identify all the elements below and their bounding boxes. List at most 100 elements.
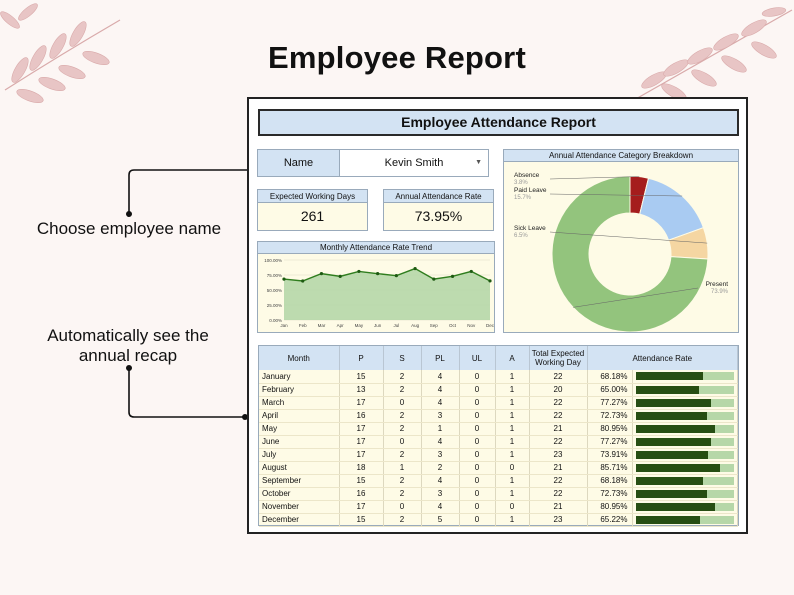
month-cell: October [259,487,340,501]
attendance-rate-cell: 77.27% [587,435,633,449]
column-header: Total Expected Working Day [529,346,588,370]
attendance-rate-cell: 72.73% [587,487,633,501]
table-cell: 16 [339,487,384,501]
table-cell: 13 [339,383,384,397]
slice-percent-label: 6.5% [514,233,528,239]
table-cell: 0 [383,396,422,410]
annual-attendance-rate-label: Annual Attendance Rate [384,190,493,203]
x-tick-label: Sep [430,323,439,328]
table-cell: 17 [339,396,384,410]
attendance-rate-cell: 80.95% [587,422,633,436]
chevron-down-icon[interactable]: ▼ [475,159,482,166]
trend-point [413,266,417,271]
table-cell: 1 [495,435,530,449]
table-cell: 0 [459,383,496,397]
table-cell: 22 [529,370,588,384]
attendance-rate-bar-fill [635,411,708,420]
month-cell: May [259,422,340,436]
x-tick-label: Jan [280,323,288,328]
slice-leader-line [549,231,708,244]
table-cell: 4 [421,474,460,488]
y-tick-label: 50.00% [267,288,282,293]
attendance-rate-bar-track [635,476,734,485]
attendance-rate-bar-fill [635,502,716,511]
attendance-rate-cell: 65.00% [587,383,633,397]
month-cell: April [259,409,340,423]
expected-working-days-card: Expected Working Days 261 [257,189,368,231]
trend-point [338,274,342,278]
annual-attendance-rate-card: Annual Attendance Rate 73.95% [383,189,494,231]
name-label: Name [258,150,340,176]
table-cell: 4 [421,370,460,384]
table-cell: 1 [495,448,530,462]
table-row: January 15 2 4 0 1 22 68.18% [259,370,738,384]
table-cell: 18 [339,461,384,475]
table-cell: 2 [383,409,422,423]
trend-chart: 100.00% 75.00% 50.00% 25.00% 0.00%Jan Feb Mar A… [264,258,494,328]
table-cell: 2 [383,370,422,384]
table-cell: 22 [529,487,588,501]
slice-percent-label: 15.7% [514,195,532,201]
table-cell: 2 [383,383,422,397]
x-tick-label: Jul [393,323,399,328]
attendance-rate-bar-cell [632,487,738,501]
table-cell: 2 [383,422,422,436]
trend-point [488,279,492,283]
x-tick-label: Oct [449,323,457,328]
table-cell: 2 [383,487,422,501]
table-cell: 1 [495,513,530,527]
y-tick-label: 25.00% [267,303,282,308]
table-cell: 20 [529,383,588,397]
attendance-rate-bar-cell [632,435,738,449]
table-cell: 22 [529,474,588,488]
x-tick-label: Nov [467,323,476,328]
table-cell: 22 [529,396,588,410]
table-row: October 16 2 3 0 1 22 72.73% [259,487,738,501]
column-header: UL [459,346,496,370]
attendance-rate-bar-fill [635,437,712,446]
table-cell: 0 [495,461,530,475]
table-cell: 0 [459,396,496,410]
attendance-rate-bar-fill [635,372,703,381]
trend-line [283,267,491,282]
attendance-rate-bar-cell [632,461,738,475]
table-body: January 15 2 4 0 1 22 68.18% February 13 2 4 0 1 20 65.… [259,370,738,527]
x-tick-label: May [355,323,364,328]
trend-point [319,272,324,276]
attendance-rate-bar-fill [635,515,700,524]
table-cell: 0 [459,513,496,527]
attendance-rate-bar-cell [632,396,738,410]
table-cell: 17 [339,435,384,449]
attendance-rate-bar-track [635,424,734,433]
expected-working-days-label: Expected Working Days [258,190,367,203]
attendance-rate-bar-cell [632,500,738,514]
trend-point [394,274,398,278]
x-tick-label: Jun [374,323,382,328]
trend-point [450,274,455,278]
attendance-rate-bar-track [635,502,734,511]
table-cell: 15 [339,513,384,527]
table-cell: 0 [459,409,496,423]
attendance-rate-cell: 73.91% [587,448,633,462]
attendance-rate-bar-track [635,463,734,472]
donut-slice [551,175,709,332]
trend-point [301,279,305,283]
x-tick-label: Feb [299,323,307,328]
attendance-rate-bar-track [635,450,734,459]
table-cell: 0 [459,500,496,514]
table-row: April 16 2 3 0 1 22 72.73% [259,409,738,423]
table-cell: 0 [459,461,496,475]
trend-point [282,277,286,281]
slice-category-label: Present [706,281,729,288]
employee-name-dropdown[interactable]: Kevin Smith ▼ [340,150,488,176]
trend-point [357,269,361,274]
y-tick-label: 0.00% [269,318,282,323]
table-cell: 21 [529,500,588,514]
month-cell: January [259,370,340,384]
annual-attendance-rate-value: 73.95% [414,208,463,224]
attendance-rate-cell: 68.18% [587,474,633,488]
annotation-recap: Automatically see the annual recap [47,326,209,365]
trend-point [469,269,473,274]
trend-point [376,272,380,276]
